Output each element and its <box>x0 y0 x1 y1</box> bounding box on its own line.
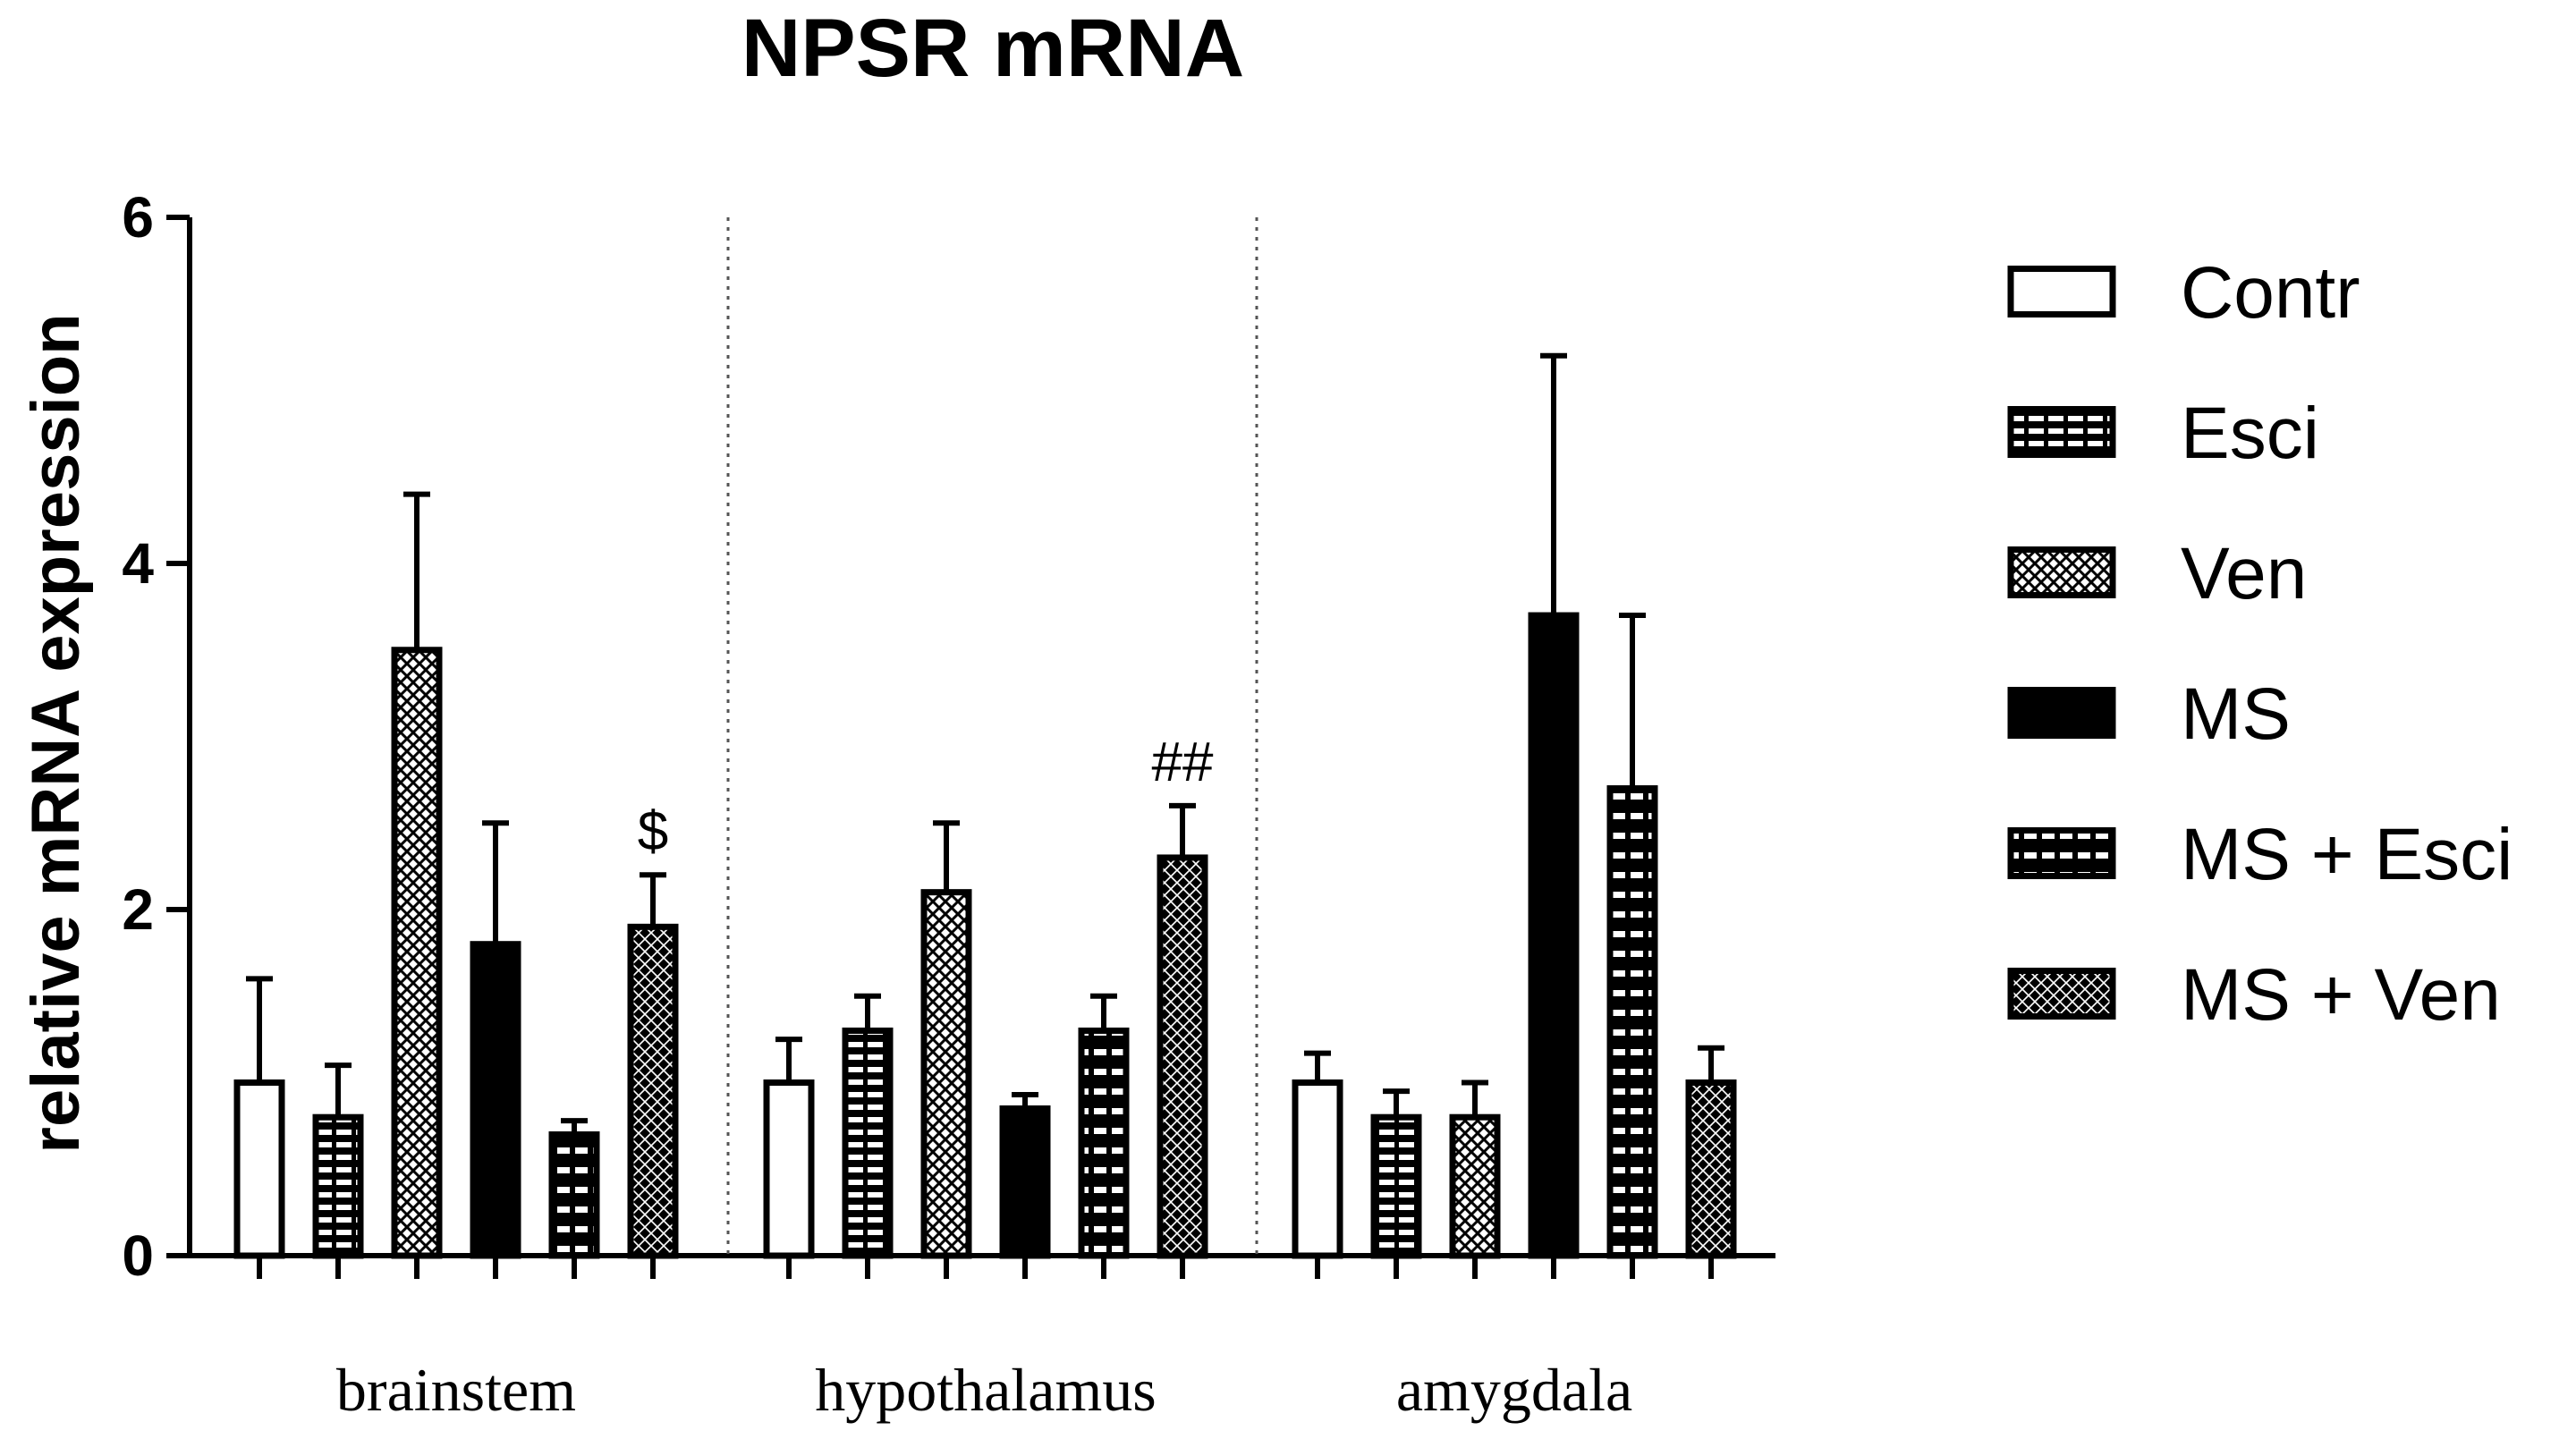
legend-label: MS <box>2181 673 2291 755</box>
bar-brainstem-ven <box>391 647 443 1259</box>
bar-brainstem-contr <box>233 1079 285 1259</box>
significance-annotation: ## <box>1152 732 1214 793</box>
legend-label: Ven <box>2181 533 2307 614</box>
bar-brainstem-ms-esci <box>548 1131 600 1259</box>
bar-hypothalamus-ms-esci <box>1078 1027 1130 1259</box>
category-label: amygdala <box>1396 1356 1632 1424</box>
y-tick-label: 4 <box>122 531 154 596</box>
legend-label: MS + Ven <box>2181 954 2501 1036</box>
bar-hypothalamus-ven <box>920 889 972 1259</box>
bar-amygdala-esci <box>1370 1113 1422 1259</box>
bar-brainstem-ms-ven <box>627 923 679 1259</box>
plot-area: 0 2 4 6 brainstem hypothalamus amygdala $ ## <box>122 185 1775 1424</box>
bar-amygdala-ms-ven <box>1685 1079 1737 1259</box>
legend-swatch <box>2007 266 2116 317</box>
bar-hypothalamus-ms <box>999 1105 1051 1259</box>
legend: Contr Esci Ven MS MS + Esci MS + Ven <box>2007 252 2512 1036</box>
legend-swatch <box>2007 968 2116 1020</box>
legend-label: MS + Esci <box>2181 814 2512 895</box>
bar-amygdala-ms <box>1528 612 1580 1259</box>
legend-swatch <box>2007 406 2116 458</box>
y-tick-label: 2 <box>122 877 154 942</box>
bar-brainstem-ms <box>470 941 521 1259</box>
y-tick-label: 0 <box>122 1223 154 1288</box>
chart-title: NPSR mRNA <box>741 3 1244 94</box>
legend-swatch <box>2007 687 2116 739</box>
category-label: brainstem <box>336 1356 576 1424</box>
legend-swatch <box>2007 546 2116 598</box>
bar-amygdala-ms-esci <box>1606 785 1658 1259</box>
significance-annotation: $ <box>638 800 668 862</box>
bar-brainstem-esci <box>312 1113 364 1259</box>
y-tick-label: 6 <box>122 185 154 250</box>
bar-hypothalamus-contr <box>763 1079 815 1259</box>
legend-label: Contr <box>2181 252 2360 334</box>
legend-swatch <box>2007 827 2116 879</box>
y-axis-label: relative mRNA expression <box>18 313 94 1153</box>
bar-amygdala-ven <box>1449 1113 1501 1259</box>
bar-hypothalamus-ms-ven <box>1157 854 1208 1259</box>
category-label: hypothalamus <box>815 1356 1157 1424</box>
bar-amygdala-contr <box>1292 1079 1343 1259</box>
legend-label: Esci <box>2181 393 2319 474</box>
bar-hypothalamus-esci <box>842 1027 894 1259</box>
